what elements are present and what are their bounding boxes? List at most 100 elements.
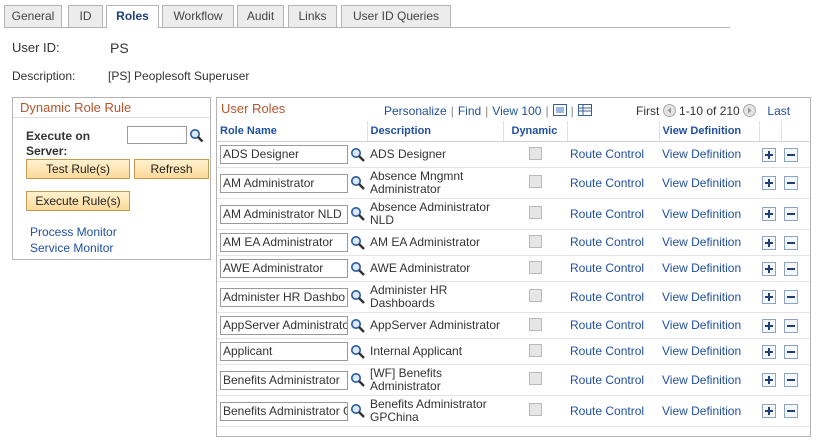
pagination: First 1-10 of 210 Last — [636, 104, 790, 118]
view-definition-link[interactable]: View Definition — [659, 281, 759, 313]
download-icon[interactable] — [577, 104, 592, 116]
view-definition-link[interactable]: View Definition — [659, 141, 759, 168]
button[interactable]: Refresh — [134, 159, 209, 179]
toolbar-link[interactable]: Personalize — [384, 104, 447, 118]
column-header[interactable]: Dynamic — [503, 121, 568, 142]
role-input[interactable]: AWE Administrator — [220, 259, 348, 278]
add-cell — [759, 281, 781, 313]
button[interactable]: Execute Rule(s) — [26, 191, 130, 211]
role-input[interactable]: Administer HR Dashbo — [220, 287, 348, 307]
route-control-link[interactable]: Route Control — [567, 364, 659, 396]
role-description: Benefits Administrator GPChina — [367, 395, 503, 427]
lookup-icon[interactable] — [350, 147, 366, 163]
link[interactable]: Process Monitor — [30, 225, 117, 239]
tab-bar: General ID Roles Workflow Audit Links User ID … — [4, 5, 730, 28]
lookup-icon[interactable] — [350, 289, 366, 305]
tab[interactable]: ID — [68, 5, 103, 27]
next-icon[interactable] — [743, 104, 757, 117]
role-input[interactable]: ADS Designer — [220, 145, 348, 164]
lookup-icon[interactable] — [350, 235, 366, 251]
lookup-icon[interactable] — [350, 261, 366, 277]
delete-row-button[interactable] — [784, 290, 798, 304]
role-input[interactable]: Benefits Administrator — [220, 370, 348, 390]
first-label[interactable]: First — [636, 104, 660, 118]
role-input[interactable]: AM Administrator NLD — [220, 204, 348, 224]
prev-icon[interactable] — [662, 104, 676, 117]
route-control-link[interactable]: Route Control — [567, 198, 659, 230]
link[interactable]: Service Monitor — [30, 241, 114, 255]
dynamic-checkbox — [528, 317, 542, 331]
tab[interactable]: Roles — [106, 5, 159, 28]
tab[interactable]: General — [4, 5, 62, 27]
route-control-link[interactable]: Route Control — [567, 141, 659, 168]
add-row-button[interactable] — [762, 261, 776, 276]
tab[interactable]: Workflow — [162, 5, 234, 27]
add-cell — [759, 395, 781, 427]
column-header[interactable]: View Definition — [659, 121, 760, 142]
tab[interactable]: Audit — [237, 5, 284, 27]
add-row-button[interactable] — [762, 404, 776, 418]
lookup-icon[interactable] — [350, 318, 366, 334]
dynamic-checkbox — [528, 234, 542, 248]
route-control-link[interactable]: Route Control — [567, 338, 659, 365]
role-input[interactable]: AppServer Administrato — [220, 316, 348, 335]
user-id-label: User ID: — [12, 40, 60, 55]
dynamic-cell — [503, 198, 567, 230]
button[interactable]: Test Rule(s) — [26, 159, 130, 179]
tab[interactable]: Links — [288, 5, 337, 27]
column-header[interactable]: Role Name — [217, 121, 368, 142]
delete-row-button[interactable] — [784, 318, 798, 333]
last-label[interactable]: Last — [767, 104, 791, 118]
delete-row-button[interactable] — [784, 235, 798, 250]
delete-row-button[interactable] — [784, 207, 798, 221]
delete-row-button[interactable] — [784, 344, 798, 359]
view-definition-link[interactable]: View Definition — [659, 395, 759, 427]
add-row-button[interactable] — [762, 207, 776, 221]
add-row-button[interactable] — [762, 344, 776, 359]
route-control-link[interactable]: Route Control — [567, 229, 659, 256]
lookup-icon[interactable] — [350, 344, 366, 360]
add-row-button[interactable] — [762, 235, 776, 250]
view-definition-link[interactable]: View Definition — [659, 338, 759, 365]
delete-row-button[interactable] — [784, 404, 798, 418]
role-input[interactable]: AM Administrator — [220, 173, 348, 193]
route-control-link[interactable]: Route Control — [567, 255, 659, 282]
role-description: AppServer Administrator — [367, 312, 503, 339]
delete-row-button[interactable] — [784, 373, 798, 387]
route-control-link[interactable]: Route Control — [567, 167, 659, 199]
add-row-button[interactable] — [762, 147, 776, 162]
role-input[interactable]: AM EA Administrator — [220, 233, 348, 252]
view-definition-link[interactable]: View Definition — [659, 167, 759, 199]
toolbar-link[interactable]: View 100 — [492, 104, 542, 118]
delete-cell — [781, 364, 810, 396]
route-control-link[interactable]: Route Control — [567, 281, 659, 313]
lookup-icon[interactable] — [189, 128, 204, 143]
view-definition-link[interactable]: View Definition — [659, 198, 759, 230]
role-input[interactable]: Benefits Administrator G — [220, 401, 348, 421]
server-input[interactable] — [127, 126, 187, 144]
role-input[interactable]: Applicant — [220, 342, 348, 361]
delete-row-button[interactable] — [784, 147, 798, 162]
tab[interactable]: User ID Queries — [341, 5, 451, 27]
add-row-button[interactable] — [762, 373, 776, 387]
add-row-button[interactable] — [762, 176, 776, 190]
route-control-link[interactable]: Route Control — [567, 395, 659, 427]
view-definition-link[interactable]: View Definition — [659, 229, 759, 256]
delete-row-button[interactable] — [784, 176, 798, 190]
view-definition-link[interactable]: View Definition — [659, 255, 759, 282]
add-row-button[interactable] — [762, 290, 776, 304]
toolbar-link[interactable]: Find — [457, 104, 482, 118]
delete-row-button[interactable] — [784, 261, 798, 276]
lookup-icon[interactable] — [350, 206, 366, 222]
route-control-link[interactable]: Route Control — [567, 312, 659, 339]
lookup-icon[interactable] — [350, 175, 366, 191]
zoom-icon[interactable] — [552, 104, 567, 116]
column-header[interactable]: Description — [367, 121, 504, 142]
view-definition-link[interactable]: View Definition — [659, 312, 759, 339]
add-row-button[interactable] — [762, 318, 776, 333]
view-definition-link[interactable]: View Definition — [659, 364, 759, 396]
lookup-icon[interactable] — [350, 403, 366, 419]
delete-cell — [781, 312, 810, 339]
lookup-icon[interactable] — [350, 372, 366, 388]
table-row: Benefits Administrator [WF] Benefits Admi… — [217, 364, 810, 396]
